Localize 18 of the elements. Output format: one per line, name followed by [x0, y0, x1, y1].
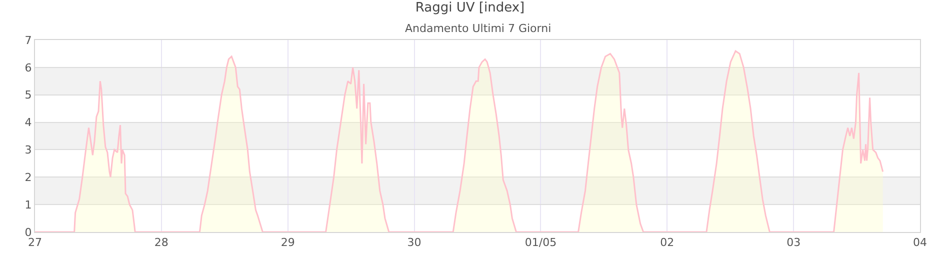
x-tick-label: 29	[280, 236, 295, 250]
x-tick-label: 02	[660, 236, 674, 250]
y-tick-label: 0	[24, 226, 32, 239]
chart-subtitle: Andamento Ultimi 7 Giorni	[405, 22, 552, 35]
x-tick-label: 01/05	[524, 236, 557, 250]
y-tick-label: 7	[24, 34, 32, 47]
x-tick-label: 04	[913, 236, 927, 250]
y-tick-label: 3	[24, 144, 32, 157]
x-tick-label: 03	[786, 236, 801, 250]
y-tick-label: 5	[24, 88, 32, 102]
x-tick-label: 30	[407, 236, 422, 250]
y-tick-label: 2	[24, 170, 32, 184]
x-tick-label: 27	[28, 236, 42, 250]
y-tick-label: 4	[24, 116, 32, 130]
x-tick-label: 28	[154, 236, 168, 250]
y-tick-label: 6	[24, 61, 32, 74]
chart-title: Raggi UV [index]	[415, 0, 525, 16]
y-tick-label: 1	[24, 198, 32, 212]
